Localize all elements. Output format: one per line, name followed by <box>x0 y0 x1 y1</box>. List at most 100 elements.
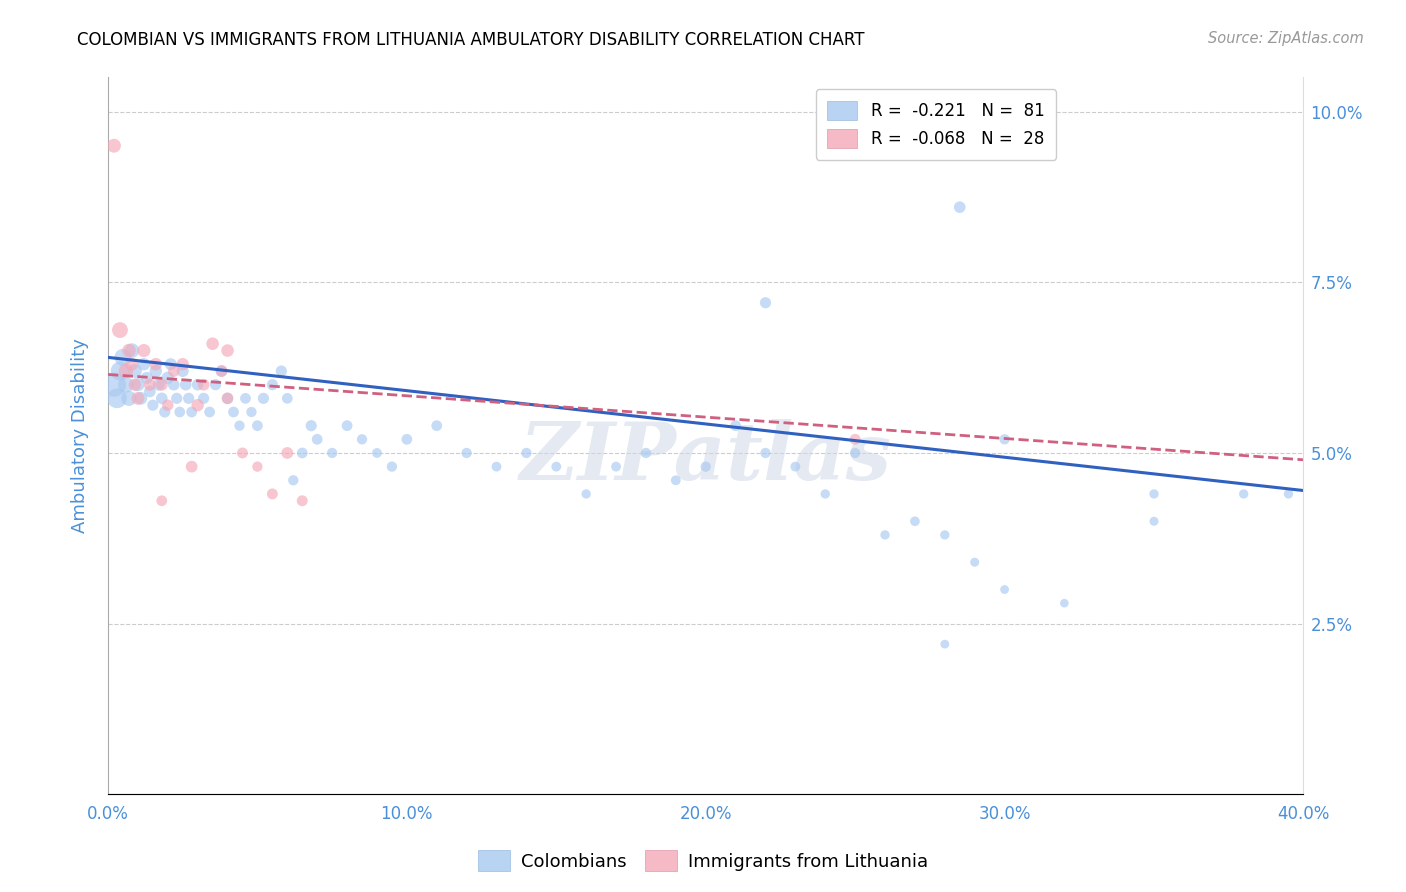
Text: ZIPatlas: ZIPatlas <box>520 418 891 496</box>
Point <box>963 555 986 569</box>
Point <box>108 323 131 337</box>
Point <box>139 384 162 399</box>
Point <box>139 377 162 392</box>
Y-axis label: Ambulatory Disability: Ambulatory Disability <box>72 338 89 533</box>
Point <box>132 357 155 371</box>
Point <box>949 200 972 214</box>
Point <box>124 377 146 392</box>
Point <box>115 377 138 392</box>
Point <box>217 343 239 358</box>
Legend: R =  -0.221   N =  81, R =  -0.068   N =  28: R = -0.221 N = 81, R = -0.068 N = 28 <box>815 89 1056 160</box>
Point <box>222 405 245 419</box>
Point <box>124 364 146 378</box>
Point <box>118 392 141 406</box>
Point <box>240 405 263 419</box>
Point <box>201 336 224 351</box>
Point <box>142 398 165 412</box>
Point <box>350 433 373 447</box>
Point <box>1053 596 1076 610</box>
Point <box>754 446 776 460</box>
Point <box>193 392 215 406</box>
Point <box>307 433 329 447</box>
Text: Source: ZipAtlas.com: Source: ZipAtlas.com <box>1208 31 1364 46</box>
Point <box>145 357 167 371</box>
Point <box>135 371 157 385</box>
Point <box>108 364 131 378</box>
Point <box>127 392 149 406</box>
Point <box>270 364 292 378</box>
Point <box>235 392 257 406</box>
Point <box>695 459 717 474</box>
Point <box>262 487 284 501</box>
Point <box>993 582 1015 597</box>
Point <box>211 364 233 378</box>
Point <box>366 446 388 460</box>
Point <box>121 357 143 371</box>
Point <box>156 398 179 412</box>
Point <box>291 493 314 508</box>
Point <box>172 357 194 371</box>
Point <box>754 295 776 310</box>
Point <box>211 364 233 378</box>
Point <box>204 377 226 392</box>
Point <box>904 514 927 528</box>
Point <box>163 364 186 378</box>
Point <box>426 418 449 433</box>
Point <box>132 343 155 358</box>
Point <box>177 392 200 406</box>
Point <box>180 459 202 474</box>
Point <box>187 398 209 412</box>
Point <box>231 446 253 460</box>
Point <box>276 392 298 406</box>
Point <box>111 351 134 365</box>
Point <box>485 459 508 474</box>
Point <box>159 357 181 371</box>
Point <box>156 371 179 385</box>
Text: COLOMBIAN VS IMMIGRANTS FROM LITHUANIA AMBULATORY DISABILITY CORRELATION CHART: COLOMBIAN VS IMMIGRANTS FROM LITHUANIA A… <box>77 31 865 49</box>
Point <box>844 446 866 460</box>
Point <box>163 377 186 392</box>
Point <box>150 377 173 392</box>
Point <box>103 138 125 153</box>
Point <box>150 493 173 508</box>
Point <box>634 446 657 460</box>
Point <box>381 459 404 474</box>
Point <box>395 433 418 447</box>
Point <box>153 405 176 419</box>
Legend: Colombians, Immigrants from Lithuania: Colombians, Immigrants from Lithuania <box>471 843 935 879</box>
Point <box>934 528 956 542</box>
Point <box>336 418 359 433</box>
Point <box>665 473 688 487</box>
Point <box>145 364 167 378</box>
Point <box>121 343 143 358</box>
Point <box>1233 487 1256 501</box>
Point <box>198 405 221 419</box>
Point <box>844 433 866 447</box>
Point <box>321 446 343 460</box>
Point <box>193 377 215 392</box>
Point <box>246 459 269 474</box>
Point <box>283 473 305 487</box>
Point <box>724 418 747 433</box>
Point <box>246 418 269 433</box>
Point <box>148 377 170 392</box>
Point <box>1277 487 1299 501</box>
Point <box>575 487 598 501</box>
Point <box>993 433 1015 447</box>
Point <box>934 637 956 651</box>
Point <box>118 343 141 358</box>
Point <box>456 446 478 460</box>
Point <box>217 392 239 406</box>
Point <box>127 377 149 392</box>
Point <box>115 364 138 378</box>
Point <box>180 405 202 419</box>
Point <box>276 446 298 460</box>
Point <box>262 377 284 392</box>
Point <box>299 418 322 433</box>
Point <box>252 392 274 406</box>
Point <box>217 392 239 406</box>
Point <box>228 418 250 433</box>
Point <box>169 405 191 419</box>
Point <box>150 392 173 406</box>
Point <box>1143 514 1166 528</box>
